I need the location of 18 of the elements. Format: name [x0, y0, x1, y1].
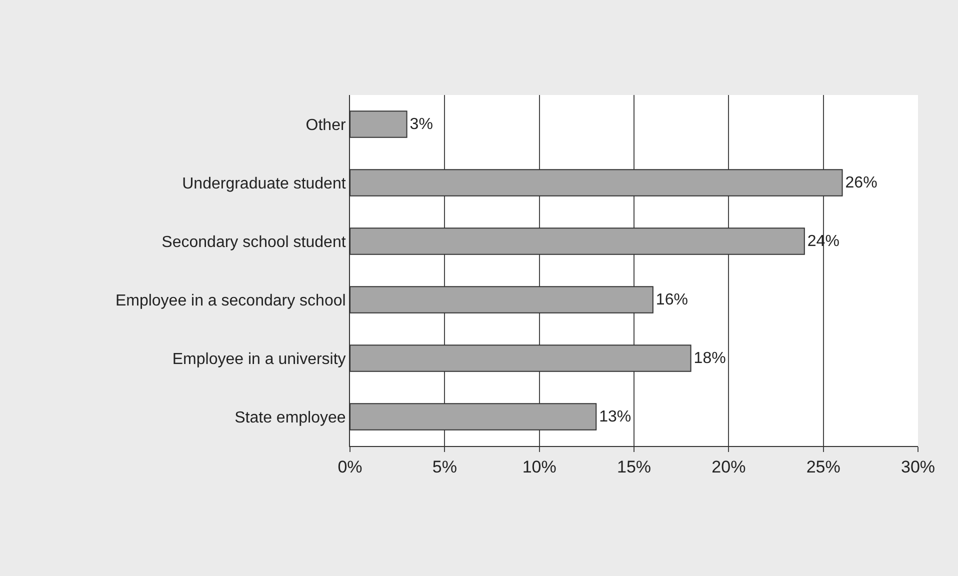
- x-tick-label: 30%: [900, 457, 936, 476]
- y-tick-label: Employee in a secondary school: [115, 292, 346, 310]
- data-label: 13%: [599, 408, 632, 426]
- data-label: 26%: [845, 174, 878, 192]
- x-tick-label: 0%: [338, 457, 362, 476]
- x-tick-label: 15%: [616, 457, 652, 476]
- data-label: 3%: [410, 116, 433, 133]
- data-label: 16%: [656, 291, 688, 308]
- y-tick-label: Other: [306, 116, 346, 134]
- x-tick-label: 20%: [712, 457, 746, 476]
- x-tick-label: 5%: [432, 457, 457, 476]
- data-label: 18%: [694, 350, 726, 367]
- y-tick-label: Secondary school student: [162, 234, 346, 251]
- x-tick-label: 10%: [522, 457, 556, 476]
- y-tick-label: Employee in a university: [172, 350, 346, 368]
- y-tick-label: Undergraduate student: [182, 175, 346, 192]
- x-tick-label: 25%: [806, 457, 840, 476]
- y-tick-label: State employee: [234, 409, 346, 426]
